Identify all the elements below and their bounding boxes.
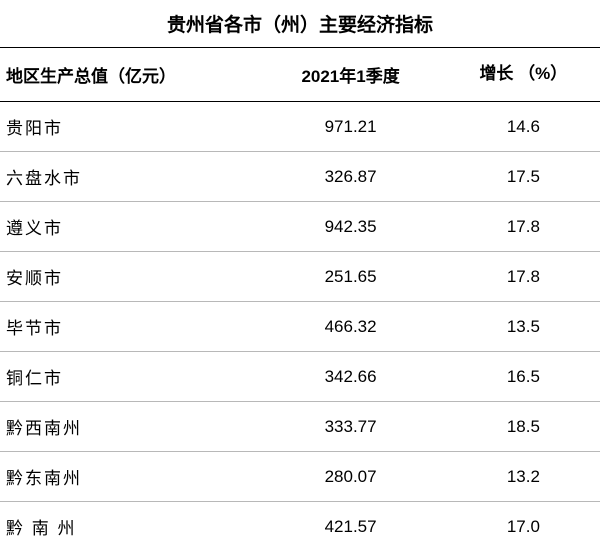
table-row: 毕节市466.3213.5 (0, 302, 600, 352)
cell-value: 466.32 (254, 302, 446, 352)
cell-region: 安顺市 (0, 252, 254, 302)
cell-value: 333.77 (254, 402, 446, 452)
table-row: 遵义市942.3517.8 (0, 202, 600, 252)
table-title: 贵州省各市（州）主要经济指标 (0, 0, 600, 48)
economic-indicators-table: 贵州省各市（州）主要经济指标 地区生产总值（亿元） 2021年1季度 增长 （%… (0, 0, 600, 551)
cell-region: 黔西南州 (0, 402, 254, 452)
cell-growth: 17.5 (447, 152, 600, 202)
cell-growth: 17.0 (447, 502, 600, 551)
cell-growth: 13.5 (447, 302, 600, 352)
cell-region: 铜仁市 (0, 352, 254, 402)
cell-value: 280.07 (254, 452, 446, 502)
cell-region: 六盘水市 (0, 152, 254, 202)
cell-value: 942.35 (254, 202, 446, 252)
col-header-period: 2021年1季度 (254, 48, 446, 102)
table-title-row: 贵州省各市（州）主要经济指标 (0, 0, 600, 48)
table-row: 六盘水市326.8717.5 (0, 152, 600, 202)
cell-value: 971.21 (254, 102, 446, 152)
table-row: 黔东南州280.0713.2 (0, 452, 600, 502)
cell-growth: 14.6 (447, 102, 600, 152)
cell-growth: 17.8 (447, 202, 600, 252)
cell-value: 342.66 (254, 352, 446, 402)
table-row: 安顺市251.6517.8 (0, 252, 600, 302)
cell-region: 黔 南 州 (0, 502, 254, 551)
cell-growth: 16.5 (447, 352, 600, 402)
cell-growth: 18.5 (447, 402, 600, 452)
cell-region: 遵义市 (0, 202, 254, 252)
cell-value: 421.57 (254, 502, 446, 551)
cell-growth: 17.8 (447, 252, 600, 302)
cell-value: 251.65 (254, 252, 446, 302)
table-row: 黔西南州333.7718.5 (0, 402, 600, 452)
cell-value: 326.87 (254, 152, 446, 202)
cell-region: 贵阳市 (0, 102, 254, 152)
table-row: 贵阳市971.2114.6 (0, 102, 600, 152)
table-row: 黔 南 州421.5717.0 (0, 502, 600, 551)
cell-region: 毕节市 (0, 302, 254, 352)
table-header-row: 地区生产总值（亿元） 2021年1季度 增长 （%） (0, 48, 600, 102)
table-row: 铜仁市342.6616.5 (0, 352, 600, 402)
cell-region: 黔东南州 (0, 452, 254, 502)
col-header-region: 地区生产总值（亿元） (0, 48, 254, 102)
col-header-growth: 增长 （%） (447, 48, 600, 102)
cell-growth: 13.2 (447, 452, 600, 502)
